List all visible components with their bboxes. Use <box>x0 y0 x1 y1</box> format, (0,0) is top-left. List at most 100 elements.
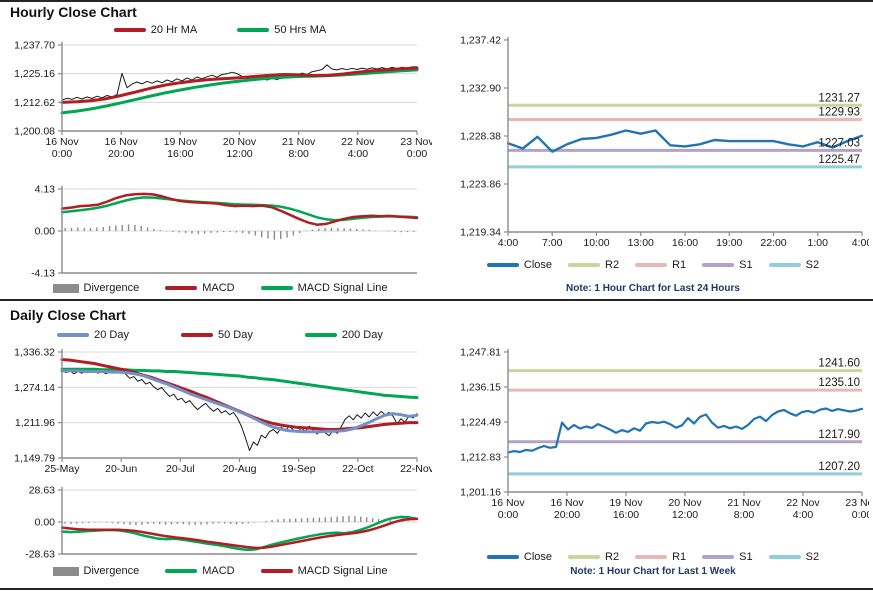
svg-text:1,228.38: 1,228.38 <box>460 131 501 143</box>
legend-label: 20 Hr MA <box>150 24 198 36</box>
legend-line-swatch-icon <box>768 555 801 559</box>
svg-text:1217.90: 1217.90 <box>818 429 860 441</box>
legend-label: R1 <box>672 259 687 271</box>
svg-text:22-Nov: 22-Nov <box>400 463 432 475</box>
svg-text:1,212.62: 1,212.62 <box>14 97 55 109</box>
svg-text:0.00: 0.00 <box>35 226 56 238</box>
svg-text:0:00: 0:00 <box>852 509 869 521</box>
legend-label: Divergence <box>83 282 140 294</box>
svg-text:1241.60: 1241.60 <box>818 358 860 370</box>
legend-label: Divergence <box>83 565 140 577</box>
legend-item-r2: R2 <box>568 259 619 271</box>
svg-text:1,236.15: 1,236.15 <box>460 381 501 393</box>
svg-text:7:00: 7:00 <box>542 237 563 249</box>
svg-text:1,237.70: 1,237.70 <box>14 40 55 52</box>
svg-text:13:00: 13:00 <box>628 237 654 249</box>
daily-pivot-chart: 1241.60 1235.10 1217.90 1207.20 1,247.81 1,23… <box>437 340 869 550</box>
svg-text:1,232.90: 1,232.90 <box>460 83 501 95</box>
svg-text:20 Nov: 20 Nov <box>223 136 257 148</box>
legend-line-swatch-icon <box>635 555 668 559</box>
svg-text:0.00: 0.00 <box>35 517 56 529</box>
svg-text:20:00: 20:00 <box>554 509 580 521</box>
daily-note: Note: 1 Hour Chart for Last 1 Week <box>570 566 736 577</box>
legend-label: Close <box>523 551 553 563</box>
svg-text:16 Nov: 16 Nov <box>550 497 584 509</box>
svg-text:22-Oct: 22-Oct <box>342 463 374 475</box>
svg-text:20 Nov: 20 Nov <box>668 497 702 509</box>
svg-text:1,200.08: 1,200.08 <box>14 126 55 138</box>
legend-label: 20 Day <box>94 329 129 341</box>
hourly-pivot-chart: 1231.27 1229.93 1227.03 1225.47 1,237.42 1,23… <box>437 30 869 258</box>
legend-label: R2 <box>605 259 620 271</box>
legend-item-50-day: 50 Day <box>181 329 253 341</box>
svg-text:1,225.16: 1,225.16 <box>14 68 55 80</box>
legend-line-swatch-icon <box>260 569 293 573</box>
svg-text:21 Nov: 21 Nov <box>282 136 316 148</box>
svg-text:20-Jul: 20-Jul <box>166 463 195 475</box>
top-divider <box>0 0 873 2</box>
svg-text:1,336.32: 1,336.32 <box>14 347 55 359</box>
svg-text:10:00: 10:00 <box>583 237 609 249</box>
legend-item-s2: S2 <box>768 551 819 563</box>
legend-item-50-hrs-ma: 50 Hrs MA <box>237 24 326 36</box>
svg-text:1,223.86: 1,223.86 <box>460 179 501 191</box>
svg-text:20:00: 20:00 <box>108 148 134 160</box>
hourly-macd-chart: 4.13 0.00 -4.13 <box>8 175 432 279</box>
svg-text:28.63: 28.63 <box>29 485 55 497</box>
svg-text:1229.93: 1229.93 <box>818 107 860 119</box>
hourly-price-chart: 1,237.70 1,225.16 1,212.62 1,200.08 16 Nov 0:… <box>8 38 432 170</box>
svg-text:8:00: 8:00 <box>734 509 755 521</box>
daily-price-chart: 1,336.32 1,274.14 1,211.96 1,149.79 25-May 20… <box>8 345 432 479</box>
legend-item-20-day: 20 Day <box>57 329 129 341</box>
svg-text:1,247.81: 1,247.81 <box>460 347 501 359</box>
legend-item-r1: R1 <box>635 259 686 271</box>
legend-item-close: Close <box>486 259 552 271</box>
legend-bar-swatch-icon <box>52 566 79 576</box>
svg-text:22:00: 22:00 <box>760 237 786 249</box>
svg-text:19 Nov: 19 Nov <box>164 136 198 148</box>
daily-price-legend: 20 Day 50 Day 200 Day <box>8 328 432 342</box>
svg-text:16 Nov: 16 Nov <box>45 136 79 148</box>
svg-text:16 Nov: 16 Nov <box>491 497 525 509</box>
svg-text:21 Nov: 21 Nov <box>727 497 761 509</box>
legend-label: S1 <box>739 259 753 271</box>
svg-text:8:00: 8:00 <box>288 148 309 160</box>
svg-text:1,212.83: 1,212.83 <box>460 451 501 463</box>
legend-bar-swatch-icon <box>52 283 79 293</box>
svg-text:-4.13: -4.13 <box>31 268 55 280</box>
legend-line-swatch-icon <box>260 286 293 290</box>
svg-text:23 Nov: 23 Nov <box>400 136 432 148</box>
legend-label: R1 <box>672 551 687 563</box>
svg-text:16:00: 16:00 <box>672 237 698 249</box>
daily-macd-legend: Divergence MACD MACD Signal Line <box>8 564 432 578</box>
legend-line-swatch-icon <box>568 263 601 267</box>
legend-line-swatch-icon <box>165 569 198 573</box>
svg-text:1235.10: 1235.10 <box>818 377 860 389</box>
svg-text:12:00: 12:00 <box>226 148 252 160</box>
svg-text:16:00: 16:00 <box>167 148 193 160</box>
legend-label: 50 Day <box>218 329 253 341</box>
svg-text:1227.03: 1227.03 <box>818 137 860 149</box>
legend-line-swatch-icon <box>57 333 90 337</box>
legend-item-s1: S1 <box>702 259 753 271</box>
legend-item-macd-signal-line: MACD Signal Line <box>260 282 388 294</box>
hourly-title: Hourly Close Chart <box>10 4 137 20</box>
legend-line-swatch-icon <box>702 263 735 267</box>
legend-item-r1: R1 <box>635 551 686 563</box>
legend-label: MACD <box>202 565 235 577</box>
svg-text:12:00: 12:00 <box>672 509 698 521</box>
legend-item-20-hr-ma: 20 Hr MA <box>113 24 198 36</box>
hourly-pivot-legend: Close R2 R1 S1 S2 <box>437 258 869 272</box>
legend-item-macd: MACD <box>165 565 235 577</box>
daily-title: Daily Close Chart <box>10 307 126 323</box>
legend-line-swatch-icon <box>702 555 735 559</box>
svg-text:22 Nov: 22 Nov <box>341 136 375 148</box>
legend-item-macd-signal-line: MACD Signal Line <box>260 565 387 577</box>
legend-label: MACD Signal Line <box>297 282 388 294</box>
daily-macd-chart: 28.63 0.00 -28.63 <box>8 480 432 562</box>
svg-text:4:00: 4:00 <box>793 509 814 521</box>
svg-text:20-Jun: 20-Jun <box>105 463 137 475</box>
legend-item-macd: MACD <box>165 282 235 294</box>
svg-text:4:00: 4:00 <box>852 237 869 249</box>
legend-line-swatch-icon <box>486 263 519 267</box>
